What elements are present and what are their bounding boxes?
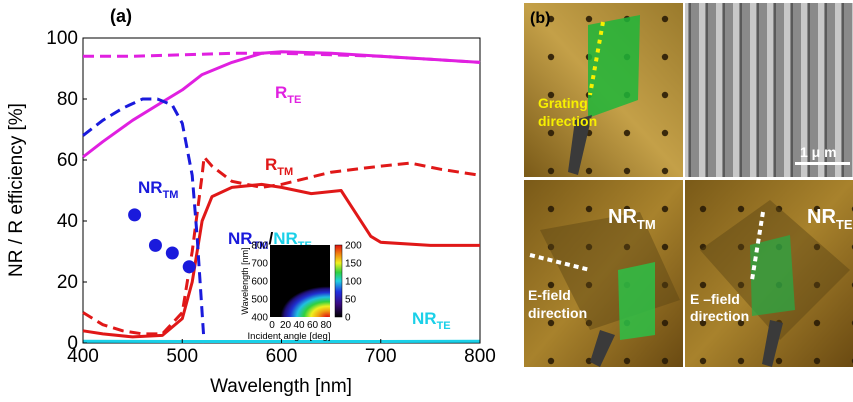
x-tick-label: 500 (166, 346, 198, 367)
inset-colorbar (335, 245, 342, 317)
scale-bar (795, 162, 850, 165)
efield-label-1-line1: E-field (528, 287, 571, 303)
panel-b-label: (b) (530, 10, 550, 27)
inset-colorbar-tick-label: 200 (345, 241, 362, 252)
y-tick-label: 0 (67, 333, 78, 354)
inset-x-tick-label: 40 (293, 320, 305, 331)
inset-y-tick-label: 800 (251, 241, 268, 252)
inset-y-tick-label: 700 (251, 259, 268, 270)
y-axis-label: NR / R efficiency [%] (6, 103, 27, 277)
inset-x-tick-label: 60 (307, 320, 319, 331)
inset-y-tick-label: 500 (251, 295, 268, 306)
efield-label-1-line2: direction (528, 305, 587, 321)
grating-direction-label-2: direction (538, 113, 597, 129)
data-point (128, 208, 141, 221)
inset-x-tick-label: 80 (320, 320, 332, 331)
scale-bar-label: 1 μ m (800, 144, 837, 160)
photo-nrtm-sample (524, 180, 683, 367)
inset-colorbar-tick-label: 50 (345, 295, 357, 306)
y-tick-label: 80 (57, 89, 78, 110)
inset-x-tick-label: 20 (280, 320, 292, 331)
inset-colorbar-tick-label: 100 (345, 277, 362, 288)
y-tick-label: 60 (57, 150, 78, 171)
efield-label-2-line1: E –field (690, 291, 740, 307)
data-point (149, 239, 162, 252)
inset-y-label: Wavelength [nm] (240, 247, 250, 314)
x-tick-label: 600 (266, 346, 298, 367)
x-tick-label: 700 (365, 346, 397, 367)
grating-direction-label-1: Grating (538, 95, 588, 111)
y-tick-label: 20 (57, 272, 78, 293)
panel-b: (b) Grating direction 1 μ m NRTM NRTE E-… (524, 3, 853, 367)
inset-y-tick-label: 600 (251, 277, 268, 288)
data-point (183, 260, 196, 273)
inset-x-tick-label: 0 (269, 320, 275, 331)
x-tick-label: 800 (464, 346, 496, 367)
x-axis-label: Wavelength [nm] (210, 376, 352, 397)
inset-colorbar-tick-label: 0 (345, 313, 351, 324)
inset-colorbar-tick-label: 150 (345, 259, 362, 270)
photo-sample-grating (524, 3, 683, 177)
inset-y-tick-label: 400 (251, 313, 268, 324)
efield-label-2-line2: direction (690, 308, 749, 324)
data-point (166, 247, 179, 260)
y-tick-label: 40 (57, 211, 78, 232)
panel-a-label: (a) (110, 6, 132, 26)
y-ticks: 0 20 40 60 80 100 (46, 28, 87, 354)
y-tick-label: 100 (46, 28, 78, 49)
inset-x-label: Incident angle [deg] (248, 331, 331, 342)
